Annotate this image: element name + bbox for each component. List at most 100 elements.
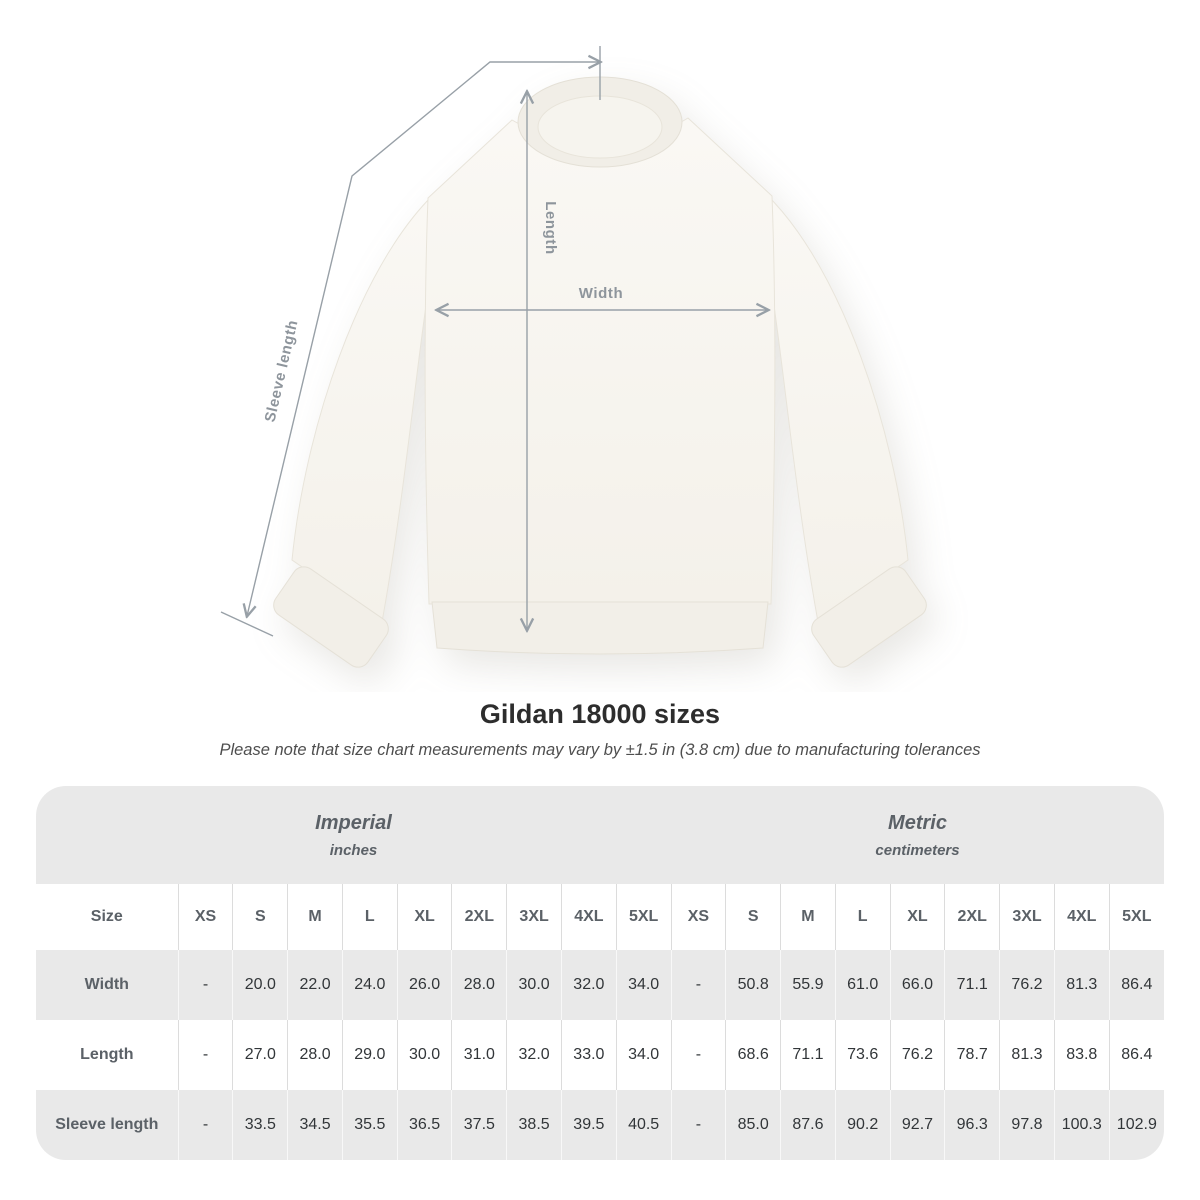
width-imperial-xs: - (177, 950, 233, 1020)
sleeve-metric-5xl: 102.9 (1108, 1090, 1164, 1160)
width-metric-xl: 66.0 (889, 950, 945, 1020)
size-header-row: Size XS S M L XL 2XL 3XL 4XL 5XL XS S M … (36, 884, 1164, 950)
length-imperial-5xl: 34.0 (615, 1020, 672, 1090)
length-metric-5xl: 86.4 (1108, 1020, 1164, 1090)
width-imperial-s: 20.0 (232, 950, 288, 1020)
sleeve-imperial-s: 33.5 (232, 1090, 288, 1160)
size-header-metric-xl: XL (889, 884, 945, 950)
size-header-metric-2xl: 2XL (944, 884, 1000, 950)
width-metric-s: 50.8 (725, 950, 781, 1020)
width-imperial-2xl: 28.0 (451, 950, 507, 1020)
right-cuff (811, 566, 927, 668)
cuff-end-tick (220, 611, 274, 637)
sleeve-metric-xs: - (670, 1090, 726, 1160)
hem-band (431, 601, 769, 655)
imperial-group-header: Imperial inches (36, 786, 671, 884)
sleeve-metric-l: 90.2 (834, 1090, 891, 1160)
size-header-imperial-3xl: 3XL (506, 884, 562, 950)
sleeve-metric-2xl: 96.3 (944, 1090, 1000, 1160)
width-metric-l: 61.0 (834, 950, 891, 1020)
sleeve-metric-3xl: 97.8 (999, 1090, 1055, 1160)
width-metric-3xl: 76.2 (999, 950, 1055, 1020)
table-row-length: Length - 27.0 28.0 29.0 30.0 31.0 32.0 3… (36, 1020, 1164, 1090)
length-metric-2xl: 78.7 (944, 1020, 1000, 1090)
width-imperial-3xl: 30.0 (506, 950, 562, 1020)
length-metric-4xl: 83.8 (1053, 1020, 1110, 1090)
length-imperial-l: 29.0 (341, 1020, 398, 1090)
table-row-width: Width - 20.0 22.0 24.0 26.0 28.0 30.0 32… (36, 950, 1164, 1020)
tolerance-note: Please note that size chart measurements… (219, 741, 981, 759)
length-metric-3xl: 81.3 (999, 1020, 1055, 1090)
length-metric-s: 68.6 (725, 1020, 781, 1090)
length-imperial-xl: 30.0 (396, 1020, 452, 1090)
length-imperial-3xl: 32.0 (506, 1020, 562, 1090)
width-imperial-5xl: 34.0 (615, 950, 672, 1020)
sleeve-imperial-m: 34.5 (287, 1090, 343, 1160)
page-title: Gildan 18000 sizes (479, 699, 721, 729)
width-metric-2xl: 71.1 (944, 950, 1000, 1020)
length-imperial-2xl: 31.0 (451, 1020, 507, 1090)
length-metric-m: 71.1 (780, 1020, 836, 1090)
width-metric-4xl: 81.3 (1053, 950, 1110, 1020)
size-table-container: Imperial inches Metric centimeters Size … (36, 786, 1164, 1160)
sleeve-imperial-4xl: 39.5 (560, 1090, 617, 1160)
sleeve-imperial-2xl: 37.5 (451, 1090, 507, 1160)
sleeve-metric-xl: 92.7 (889, 1090, 945, 1160)
size-header-imperial-xs: XS (177, 884, 233, 950)
length-metric-xs: - (670, 1020, 726, 1090)
metric-group-header: Metric centimeters (671, 786, 1164, 884)
size-column-header: Size (90, 908, 123, 925)
size-header-imperial-4xl: 4XL (560, 884, 617, 950)
width-imperial-l: 24.0 (341, 950, 398, 1020)
length-metric-l: 73.6 (834, 1020, 891, 1090)
width-metric-5xl: 86.4 (1108, 950, 1164, 1020)
width-metric-m: 55.9 (780, 950, 836, 1020)
sleeve-imperial-xl: 36.5 (396, 1090, 452, 1160)
size-header-imperial-l: L (341, 884, 398, 950)
sweatshirt-illustration: Length Width Sleeve length (220, 46, 927, 668)
metric-title: Metric (888, 811, 947, 834)
unit-group-header-row: Imperial inches Metric centimeters (36, 786, 1164, 884)
size-header-imperial-s: S (232, 884, 288, 950)
width-imperial-xl: 26.0 (396, 950, 452, 1020)
sleeve-imperial-l: 35.5 (341, 1090, 398, 1160)
size-header-metric-4xl: 4XL (1053, 884, 1110, 950)
length-imperial-s: 27.0 (232, 1020, 288, 1090)
sleeve-metric-m: 87.6 (780, 1090, 836, 1160)
size-header-imperial-5xl: 5XL (615, 884, 672, 950)
size-table: Imperial inches Metric centimeters Size … (36, 786, 1164, 1160)
metric-subtitle: centimeters (875, 841, 960, 859)
length-imperial-m: 28.0 (287, 1020, 343, 1090)
length-metric-xl: 76.2 (889, 1020, 945, 1090)
size-header-metric-s: S (725, 884, 781, 950)
sleeve-metric-s: 85.0 (725, 1090, 781, 1160)
row-label-length: Length (80, 1046, 134, 1063)
row-label-sleeve-length: Sleeve length (55, 1116, 159, 1133)
row-label-width: Width (84, 976, 129, 993)
width-label: Width (579, 285, 624, 302)
size-header-imperial-m: M (287, 884, 343, 950)
length-imperial-xs: - (177, 1020, 233, 1090)
length-imperial-4xl: 33.0 (560, 1020, 617, 1090)
width-imperial-4xl: 32.0 (560, 950, 617, 1020)
table-row-sleeve-length: Sleeve length - 33.5 34.5 35.5 36.5 37.5… (36, 1090, 1164, 1160)
sleeve-length-label: Sleeve length (262, 318, 302, 424)
size-header-metric-m: M (780, 884, 836, 950)
size-header-metric-5xl: 5XL (1108, 884, 1164, 950)
sleeve-metric-4xl: 100.3 (1053, 1090, 1110, 1160)
sweatshirt-image (273, 76, 927, 668)
size-header-metric-3xl: 3XL (999, 884, 1055, 950)
size-header-metric-l: L (834, 884, 891, 950)
width-imperial-m: 22.0 (287, 950, 343, 1020)
sleeve-imperial-3xl: 38.5 (506, 1090, 562, 1160)
sleeve-imperial-5xl: 40.5 (615, 1090, 672, 1160)
size-header-imperial-2xl: 2XL (451, 884, 507, 950)
imperial-subtitle: inches (329, 841, 378, 859)
width-metric-xs: - (670, 950, 726, 1020)
sleeve-imperial-xs: - (177, 1090, 233, 1160)
length-label: Length (542, 201, 559, 255)
sweatshirt-figure: Length Width Sleeve length (220, 46, 927, 668)
sleeve-length-arrow (247, 62, 600, 616)
size-header-imperial-xl: XL (396, 884, 452, 950)
